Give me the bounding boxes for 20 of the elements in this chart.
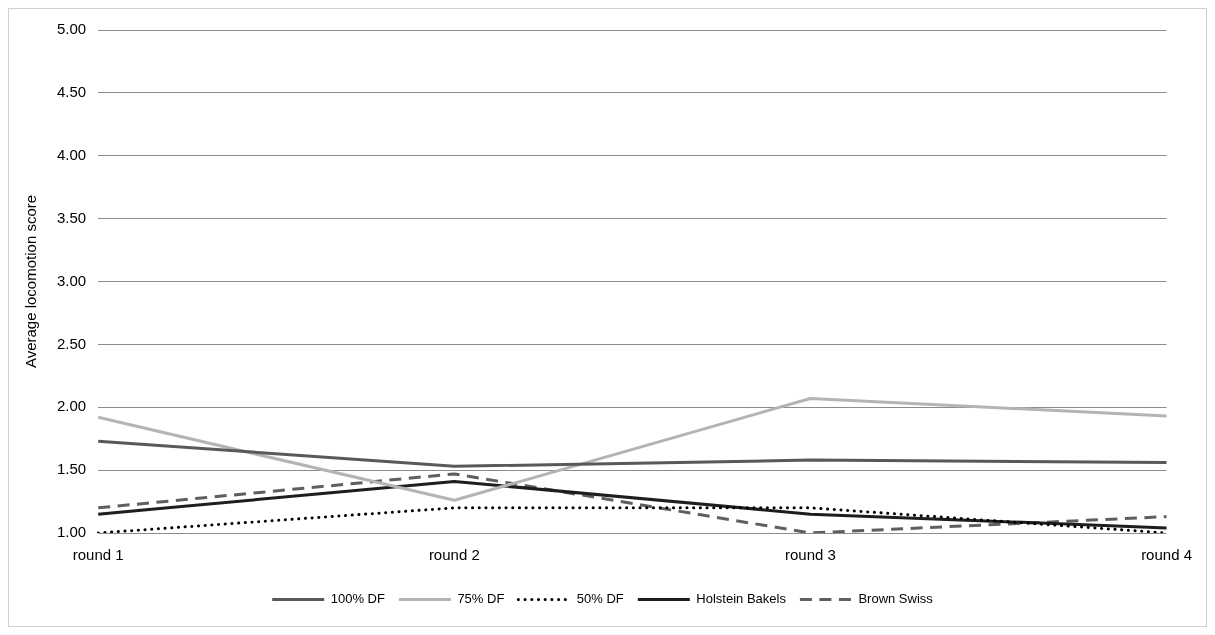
x-tick-label: round 4 — [1141, 546, 1192, 564]
x-tick-label: round 3 — [785, 546, 836, 564]
y-tick-label: 3.50 — [56, 208, 87, 226]
y-axis-title: Average locomotion score — [22, 194, 40, 369]
y-tick-label: 4.00 — [56, 145, 87, 163]
y-tick-label: 2.50 — [56, 334, 87, 352]
y-tick-label: 2.00 — [56, 397, 87, 415]
y-tick-label: 1.00 — [56, 523, 87, 541]
legend-label: 75% DF — [457, 591, 505, 607]
legend-label: 50% DF — [576, 591, 624, 607]
x-tick-label: round 2 — [428, 546, 480, 564]
legend-label: Brown Swiss — [858, 591, 934, 607]
y-tick-label: 3.00 — [56, 271, 87, 289]
legend-label: 100% DF — [330, 591, 385, 607]
legend-label: Holstein Bakels — [696, 591, 787, 607]
y-tick-label: 5.00 — [56, 20, 87, 38]
x-tick-label: round 1 — [72, 546, 124, 564]
y-tick-label: 1.50 — [56, 460, 87, 478]
line-series — [96, 472, 1169, 533]
y-tick-label: 4.50 — [56, 83, 87, 101]
